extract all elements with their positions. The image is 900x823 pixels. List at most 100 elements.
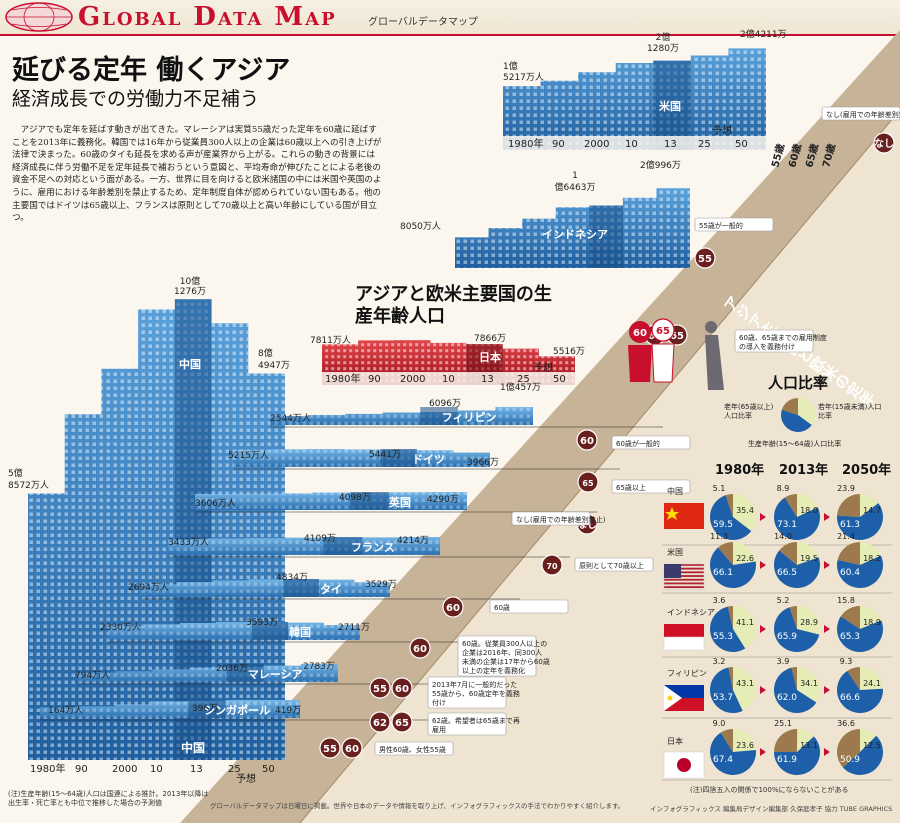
us-axis-bg <box>503 136 766 150</box>
pie-3-1-arrow <box>824 686 830 694</box>
pie-1-2-working-label: 60.4 <box>840 568 860 578</box>
retire-badge-text-11-0: 55 <box>323 744 337 755</box>
axis-year-25: 25 <box>228 764 241 775</box>
retire-note-box-1 <box>694 217 774 232</box>
retire-badge-7-0 <box>442 596 464 618</box>
ratio-note: (注)四捨五入の関係で100%にならないことがある <box>690 786 849 794</box>
retire-note-line-3-0: 60歳が一般的 <box>616 439 660 448</box>
band-7-highlight-2013 <box>188 700 226 718</box>
retire-note-line-8-1: 企業は2016年、同300人 <box>462 648 542 657</box>
japan-axis-year-13: 13 <box>481 374 494 385</box>
japan-axis-year-90: 90 <box>368 374 381 385</box>
us-axis-year-10: 10 <box>625 139 638 150</box>
retire-badge-9-0 <box>369 677 391 699</box>
japan-axis-year-2000: 2000 <box>400 374 425 385</box>
retire-badge-11-0 <box>319 737 341 759</box>
legend-young: 若年(15歳未満)人口比率 <box>818 403 882 420</box>
retire-note-box-10 <box>427 712 507 736</box>
person-60-label: 60 <box>633 328 647 339</box>
band-7-start-label: 164万人 <box>48 705 83 716</box>
pie-2-0-young-label: 41.1 <box>736 618 754 627</box>
china-end-label-a: 8億 <box>258 347 273 359</box>
retire-note-box-11 <box>374 741 454 756</box>
pie-2-2-working-label: 65.3 <box>840 632 860 642</box>
pie-2-1-elderly <box>789 606 797 629</box>
us-peak-label-b: 1280万 <box>647 44 679 54</box>
retire-note-line-8-0: 60歳。従業員300人以上の <box>462 639 547 648</box>
retire-badge-3-0 <box>576 429 598 451</box>
japan-axis-year-25: 25 <box>517 374 530 385</box>
pie-2-1-arrow <box>824 625 830 633</box>
retire-note-line-1-0: 55歳が一般的 <box>699 221 743 230</box>
pie-4-2-working <box>842 735 883 776</box>
china-name-bottom: 中国 <box>181 740 205 755</box>
flag-indonesia-red <box>664 624 704 637</box>
retire-badge-4-0 <box>577 471 599 493</box>
axis-year-13: 13 <box>190 764 203 775</box>
china-windows <box>28 299 285 760</box>
japan-bar-2050 <box>544 355 570 357</box>
band-1-name: ドイツ <box>412 453 445 466</box>
pie-0-0-arrow <box>760 513 766 521</box>
person-60-head <box>629 321 651 343</box>
pie-2-2-elderly-label: 15.8 <box>837 596 855 605</box>
china-bar-1980 <box>33 492 60 494</box>
band-6-windows <box>78 664 338 682</box>
retire-note-box-4 <box>611 479 691 494</box>
man-head <box>705 321 717 333</box>
retire-note-line-6-0: 原則として70歳以上 <box>579 561 644 570</box>
year-head-2050: 2050年 <box>842 463 892 478</box>
flag-philippines-sun <box>667 695 673 701</box>
band-3-name: フランス <box>351 541 395 554</box>
pie-1-1-working-label: 66.5 <box>777 568 797 578</box>
pie-3-1-elderly-label: 3.9 <box>777 657 790 666</box>
flag-philippines-triangle <box>664 685 682 711</box>
band-3-peak-label: 4109万 <box>304 534 336 544</box>
design-credit: インフォグラフィックス 編集局デザイン編集部 久保庭孝子 協力 TUBE GRA… <box>650 805 893 813</box>
retire-note-line-2-1: の導入を義務付け <box>739 342 795 351</box>
pie-1-1-elderly-label: 14.0 <box>774 532 792 541</box>
band-0-highlight-2013 <box>420 407 458 425</box>
pie-3-1-elderly <box>791 667 797 690</box>
china-bar-1990 <box>70 413 96 415</box>
indonesia-highlight-2013 <box>589 205 623 268</box>
retire-note-line-7-0: 60歳 <box>494 603 510 612</box>
retire-badge-6-0 <box>541 554 563 576</box>
japan-axis-year-50: 50 <box>553 374 566 385</box>
pie-3-1-young <box>797 667 821 703</box>
pie-3-0-working <box>710 667 743 713</box>
flag-us-canton <box>664 564 681 578</box>
pie-1-1-elderly <box>779 542 797 565</box>
china-bar-2025 <box>217 322 243 324</box>
china-highlight-2013 <box>174 299 212 760</box>
pie-2-1-elderly-label: 5.2 <box>777 596 790 605</box>
axis-year-1980年: 1980年 <box>30 762 65 775</box>
retire-note-line-10-1: 雇用 <box>432 725 446 734</box>
year-head-2013: 2013年 <box>779 463 829 478</box>
pie-1-0-young-label: 22.6 <box>736 554 754 563</box>
pie-2-2-elderly <box>840 606 860 629</box>
pie-4-1-elderly-label: 25.1 <box>774 719 792 728</box>
pie-0-0-elderly <box>725 494 733 517</box>
us-axis-year-90: 90 <box>552 139 565 150</box>
pie-0-1-working <box>774 497 821 540</box>
japan-axis-year-10: 10 <box>442 374 455 385</box>
pie-0-2-young-label: 14.7 <box>863 506 881 515</box>
japan-start-label: 7811万人 <box>310 335 351 346</box>
japan-axis-forecast: 予想 <box>533 361 553 374</box>
pie-2-0-working-label: 55.3 <box>713 632 733 642</box>
japan-peak-label: 7866万 <box>474 334 506 344</box>
japan-bar-1980 <box>327 343 353 345</box>
page-subtitle: 経済成長での労働力不足補う <box>12 88 260 110</box>
retire-note-line-9-0: 2013年7月に一般的だった <box>432 680 517 689</box>
retire-note-box-9 <box>427 676 507 709</box>
retire-note-line-2-0: 60歳、65歳までの雇用制度 <box>739 333 827 342</box>
pie-3-0-elderly <box>728 667 733 690</box>
band-1-windows <box>234 449 490 467</box>
pie-4-1-young-label: 13.1 <box>800 741 818 750</box>
china-bar-2050 <box>253 372 280 374</box>
asia-chart-title: アジアと欧米主要国の生産年齢人口 <box>355 284 555 328</box>
retire-note-line-9-2: 付け <box>432 698 446 707</box>
band-3-end-label: 4214万 <box>397 536 429 546</box>
